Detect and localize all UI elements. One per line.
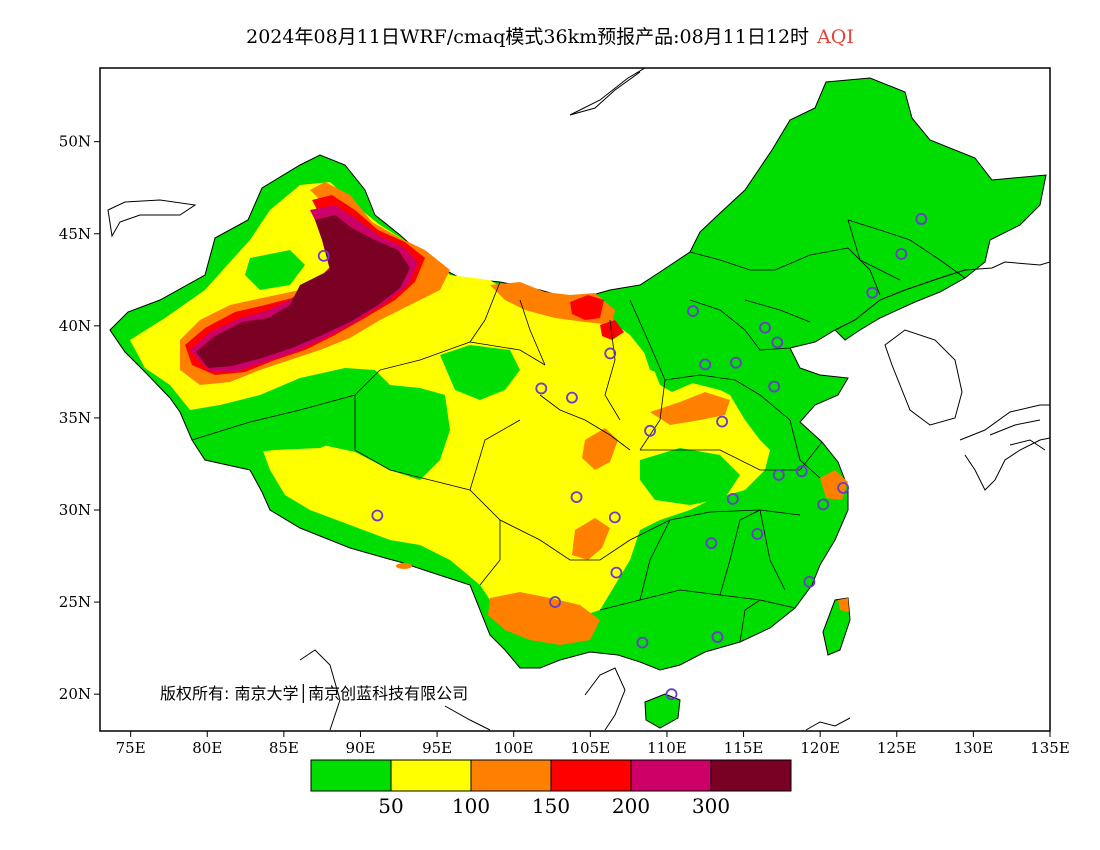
lat-tick-label: 40N <box>59 317 91 335</box>
station-marker <box>716 415 728 428</box>
legend-swatch <box>390 759 472 792</box>
title-text: 2024年08月11日WRF/cmaq模式36km预报产品:08月11日12时 <box>246 26 810 48</box>
lon-tick-label: 95E <box>422 739 452 757</box>
station-marker <box>771 336 784 349</box>
aqi-region-moderate <box>130 182 770 618</box>
legend-swatch <box>550 759 632 792</box>
station-marker <box>608 511 621 524</box>
station-marker <box>895 248 908 260</box>
latitude-axis: 20N 25N 30N 35N 40N 45N 50N <box>59 133 100 703</box>
station-marker <box>866 286 879 299</box>
legend-swatch <box>470 759 552 792</box>
lon-tick-label: 100E <box>494 739 534 757</box>
station-marker <box>803 575 816 588</box>
plot-frame <box>99 67 1051 732</box>
station-marker <box>549 596 561 608</box>
station-marker <box>687 305 699 318</box>
station-marker <box>768 380 781 393</box>
map-title: 2024年08月11日WRF/cmaq模式36km预报产品:08月11日12时 A… <box>0 22 1100 49</box>
legend-label: 150 <box>532 794 570 818</box>
legend-label: 100 <box>452 794 490 818</box>
station-marker <box>604 347 617 360</box>
station-marker <box>711 631 724 643</box>
lon-tick-label: 115E <box>724 739 764 757</box>
station-marker <box>317 249 330 262</box>
copyright-notice: 版权所有: 南京大学│南京创蓝科技有限公司 <box>160 684 469 703</box>
station-marker <box>371 509 384 522</box>
legend-label: 200 <box>612 794 650 818</box>
station-marker <box>699 358 712 371</box>
title-variable: AQI <box>817 26 854 48</box>
legend-swatch <box>710 759 792 792</box>
station-marker <box>665 688 678 701</box>
lon-tick-label: 120E <box>800 739 840 757</box>
lon-tick-label: 135E <box>1030 739 1070 757</box>
station-marker <box>759 321 771 334</box>
legend-swatch <box>310 759 392 792</box>
lon-tick-label: 130E <box>954 739 994 757</box>
lat-tick-label: 20N <box>59 685 91 703</box>
station-marker <box>570 491 583 504</box>
legend-swatch <box>630 759 712 792</box>
station-marker <box>837 481 850 494</box>
lon-tick-label: 105E <box>571 739 611 757</box>
station-marker <box>535 382 548 395</box>
station-marker <box>915 213 928 225</box>
station-markers <box>317 213 928 701</box>
coastlines <box>107 68 1050 731</box>
lon-tick-label: 85E <box>269 739 299 757</box>
aqi-legend: 50 100 150 200 300 <box>310 759 792 818</box>
lat-tick-label: 25N <box>59 593 91 611</box>
station-marker <box>772 469 785 481</box>
station-marker <box>566 391 578 404</box>
station-marker <box>610 566 623 579</box>
station-marker <box>795 465 808 478</box>
station-marker <box>729 356 742 369</box>
station-marker <box>644 424 656 437</box>
lon-tick-label: 125E <box>877 739 917 757</box>
station-marker <box>705 537 718 550</box>
lat-tick-label: 30N <box>59 501 91 519</box>
lon-tick-label: 110E <box>647 739 687 757</box>
lon-tick-label: 75E <box>116 739 146 757</box>
longitude-axis: 75E 80E 85E 90E 95E 100E 105E 110E 115E 120E 125E 1… <box>116 731 1070 757</box>
aqi-field <box>109 77 1047 729</box>
lat-tick-label: 50N <box>59 133 91 151</box>
province-boundaries <box>191 219 966 643</box>
station-marker <box>751 528 764 540</box>
station-marker <box>726 493 739 505</box>
station-marker <box>817 498 830 511</box>
legend-label: 50 <box>378 794 403 818</box>
lat-tick-label: 35N <box>59 409 91 427</box>
lon-tick-label: 80E <box>192 739 222 757</box>
station-marker <box>636 636 649 649</box>
lon-tick-label: 90E <box>345 739 375 757</box>
legend-label: 300 <box>692 794 730 818</box>
lat-tick-label: 45N <box>59 225 91 243</box>
aqi-region-hazardous <box>196 215 410 368</box>
